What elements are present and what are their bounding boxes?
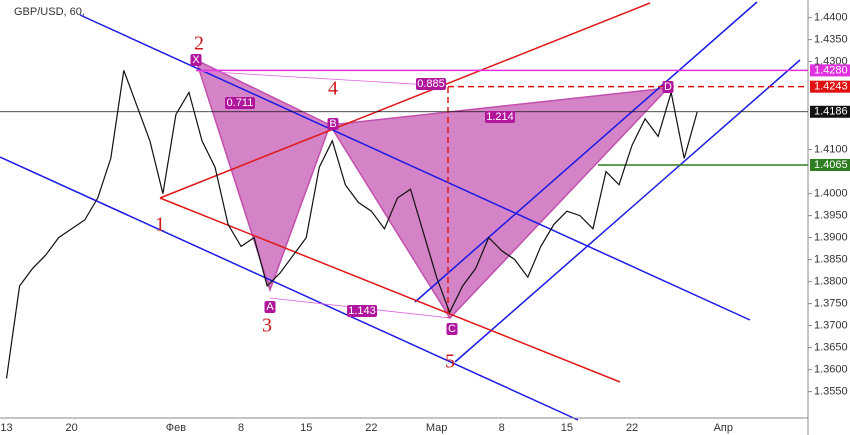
level-label: 1.4186: [814, 106, 848, 118]
y-tick-label: 1.3600: [814, 364, 848, 376]
chart-title: GBP/USD, 60,: [14, 6, 85, 18]
channel-line: [414, 1, 758, 303]
wave-label: 4: [328, 78, 338, 100]
ratio-label: 1.143: [348, 305, 376, 317]
x-tick-label: 8: [499, 422, 505, 434]
point-tag: [190, 54, 202, 66]
y-tick-label: 1.4000: [814, 188, 848, 200]
y-tick-label: 1.3900: [814, 232, 848, 244]
x-tick-label: 13: [0, 422, 12, 434]
point-label: X: [192, 54, 200, 66]
level-label: 1.4065: [814, 159, 848, 171]
x-tick-label: 8: [238, 422, 244, 434]
point-label: B: [329, 118, 336, 130]
y-tick-label: 1.3850: [814, 254, 848, 266]
point-tag: [264, 301, 276, 313]
ratio-tag: [347, 305, 377, 317]
ratio-line: [195, 70, 431, 86]
y-tick-label: 1.3950: [814, 210, 848, 222]
channel-line: [454, 59, 801, 363]
y-tick-label: 1.3800: [814, 276, 848, 288]
y-tick-label: 1.3700: [814, 320, 848, 332]
y-tick-label: 1.4100: [814, 144, 848, 156]
x-tick-label: 15: [300, 422, 312, 434]
ratio-tag: [225, 97, 255, 109]
point-label: D: [664, 81, 672, 93]
x-tick-label: 15: [561, 422, 573, 434]
ratio-tag: [485, 111, 515, 123]
pattern-bcd: [328, 87, 670, 320]
level-tag: [810, 80, 850, 93]
y-tick-label: 1.3550: [814, 386, 848, 398]
wave-label: 3: [262, 315, 272, 337]
x-tick-label: Мар: [426, 422, 448, 434]
ratio-label: 0.885: [417, 78, 445, 90]
point-label: A: [266, 301, 274, 313]
point-tag: [662, 81, 674, 93]
wave-label: 2: [194, 33, 204, 55]
ratio-tag: [416, 78, 446, 90]
price-line: [5, 70, 698, 379]
level-label: 1.4280: [814, 64, 848, 76]
x-tick-label: 22: [626, 422, 638, 434]
point-tag: [446, 323, 458, 335]
wave-label: 5: [445, 351, 455, 373]
level-tag: [810, 105, 850, 118]
x-tick-label: Фев: [166, 422, 186, 434]
point-tag: [327, 118, 339, 130]
trend-line: [159, 197, 621, 383]
ratio-label: 1.214: [486, 111, 514, 123]
level-tag: [810, 159, 850, 171]
ratio-label: 0.711: [227, 97, 254, 109]
x-tick-label: 22: [365, 422, 377, 434]
y-tick-label: 1.4400: [814, 12, 848, 24]
y-tick-label: 1.4350: [814, 34, 848, 46]
wave-label: 1: [155, 214, 165, 236]
y-tick-label: 1.3650: [814, 342, 848, 354]
point-label: C: [448, 323, 456, 335]
pattern-xab: [194, 58, 331, 293]
x-tick-label: 20: [66, 422, 78, 434]
level-label: 1.4243: [814, 81, 848, 93]
channel-line: [79, 14, 751, 321]
x-tick-label: Апр: [714, 422, 733, 434]
drawings: [0, 1, 801, 421]
y-tick-label: 1.3750: [814, 298, 848, 310]
trend-line: [159, 2, 651, 199]
level-tag: [810, 64, 850, 77]
